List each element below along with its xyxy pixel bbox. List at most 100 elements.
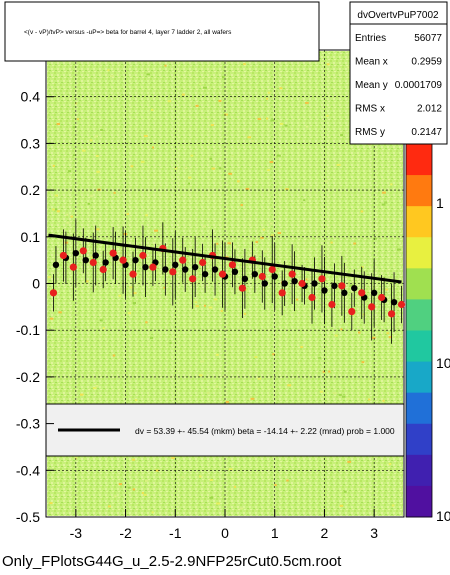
heatmap-cell [87, 202, 90, 205]
data-point-red [49, 289, 58, 297]
heatmap-cell [347, 66, 350, 69]
data-point-red [397, 300, 406, 309]
x-tick-label: -2 [119, 525, 132, 541]
data-points [49, 244, 406, 318]
heatmap-cell [206, 391, 210, 394]
heatmap-cell [336, 163, 341, 166]
heatmap-cell [272, 353, 275, 356]
heatmap-cell [174, 167, 178, 170]
heatmap-cell [358, 331, 361, 334]
heatmap-cell [151, 108, 154, 111]
data-point-red [288, 270, 296, 278]
heatmap-cell [239, 507, 244, 510]
heatmap-cell [342, 395, 346, 398]
heatmap-cell [326, 114, 329, 117]
heatmap-cell [279, 122, 284, 125]
heatmap-cell [200, 360, 205, 363]
heatmap-cell [194, 301, 198, 304]
heatmap-cell [388, 336, 392, 339]
heatmap-cell [190, 299, 193, 302]
stats-label: Entries [355, 33, 386, 44]
heatmap-cell [199, 475, 202, 478]
heatmap-cell [391, 504, 395, 507]
heatmap-cell [223, 375, 227, 378]
heatmap-cell [199, 82, 202, 85]
x-tick-label: 2 [321, 525, 329, 541]
data-point-black [92, 252, 99, 259]
heatmap-cell [145, 214, 148, 217]
heatmap-cell [171, 456, 175, 459]
heatmap-cell [152, 146, 155, 149]
data-point-red [129, 270, 137, 278]
heatmap-cell [52, 164, 55, 167]
heatmap-cell [298, 361, 301, 364]
heatmap-cell [307, 278, 312, 281]
fit-line [48, 233, 402, 284]
heatmap-cell [243, 63, 246, 66]
colorbar-label: 1 [436, 195, 444, 211]
heatmap-cell [202, 225, 206, 228]
heatmap-cell [132, 458, 135, 461]
heatmap-cell [332, 392, 337, 395]
heatmap-cell [254, 356, 258, 359]
heatmap-cell [267, 169, 270, 172]
heatmap-cell [65, 213, 69, 216]
chart-title: <(v - vP)/tvP> versus -uP=> beta for bar… [24, 29, 232, 36]
heatmap-cell [209, 157, 213, 160]
data-point-black [341, 289, 348, 297]
heatmap-cell [143, 493, 147, 496]
colorbar-segment [406, 299, 432, 331]
data-point-red [169, 268, 177, 276]
heatmap-cell [319, 390, 324, 393]
heatmap-cell [267, 91, 271, 94]
heatmap-cell [264, 250, 268, 253]
heatmap-cell [140, 160, 145, 163]
data-point-red [139, 251, 147, 260]
data-point-black [321, 287, 328, 294]
y-tick-label: 0.3 [21, 135, 41, 151]
colorbar-segment [406, 361, 432, 394]
heatmap-cell [338, 393, 342, 396]
data-point-black [351, 284, 358, 292]
colorbar-segment [406, 268, 432, 300]
data-point-black [102, 259, 109, 266]
heatmap-cell [270, 119, 275, 122]
heatmap-cell [233, 485, 237, 488]
heatmap-cell [209, 496, 214, 499]
heatmap-cell [75, 457, 78, 460]
data-point-red [368, 303, 376, 311]
data-point-black [231, 268, 239, 276]
heatmap-cell [97, 188, 101, 191]
heatmap-cell [266, 117, 269, 120]
heatmap-cell [347, 460, 351, 463]
data-point-black [82, 256, 89, 264]
heatmap-cell [213, 298, 218, 301]
heatmap-cell [210, 124, 214, 127]
heatmap-cell [373, 237, 378, 240]
data-point-red [79, 247, 87, 255]
heatmap-cell [92, 387, 97, 390]
y-tick-label: 0 [32, 276, 40, 292]
data-point-black [182, 266, 189, 273]
heatmap-cell [195, 305, 199, 308]
heatmap-cell [305, 278, 309, 281]
heatmap-cell [392, 220, 397, 223]
heatmap-cell [228, 172, 233, 175]
colorbar-segment [406, 330, 432, 363]
heatmap-cell [195, 104, 199, 107]
heatmap-cell [56, 210, 60, 213]
data-point-red [258, 272, 266, 281]
data-point-black [261, 280, 268, 287]
colorbar-label: 10 [436, 355, 450, 371]
heatmap-cell [322, 370, 325, 373]
data-point-black [311, 280, 318, 287]
heatmap-cell [220, 240, 223, 243]
data-point-red [228, 261, 237, 269]
heatmap-cell [360, 488, 363, 491]
data-point-red [99, 265, 107, 274]
y-tick-label: -0.2 [16, 369, 40, 385]
colorbar-segment [406, 144, 432, 176]
heatmap-cell [362, 313, 365, 316]
heatmap-cell [382, 191, 386, 194]
heatmap-cell [90, 194, 94, 197]
